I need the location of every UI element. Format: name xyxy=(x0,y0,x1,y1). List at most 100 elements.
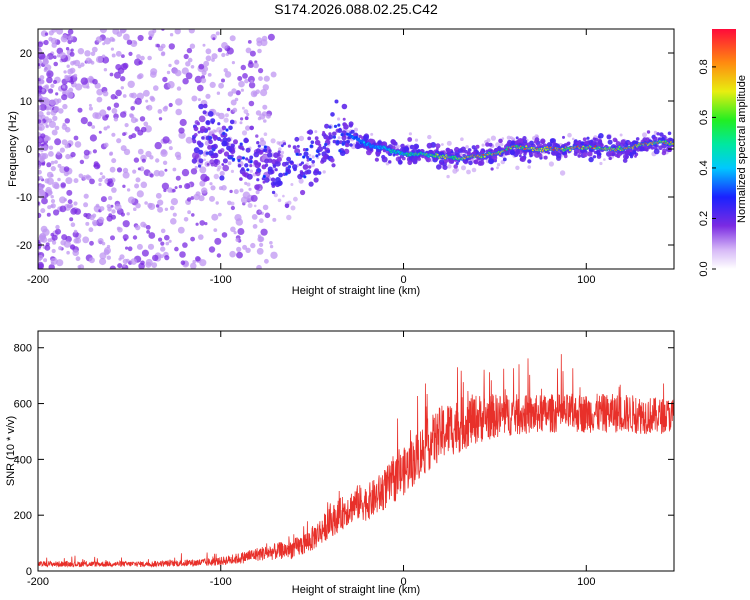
spectrogram-point xyxy=(305,148,309,151)
spectrogram-point xyxy=(50,109,57,116)
spectrogram-point xyxy=(78,173,84,179)
spectrogram-point xyxy=(45,186,52,194)
spectrogram-point xyxy=(178,131,186,139)
snr-axes: -200 -100 0 100 0 200 400 600 800 xyxy=(14,331,674,588)
spectrogram-point xyxy=(83,193,89,199)
spectrogram-point xyxy=(218,186,223,191)
spectrogram-point xyxy=(253,204,257,208)
spectrogram-point xyxy=(62,34,68,40)
spectrogram-point xyxy=(75,83,83,91)
spectrogram-point xyxy=(485,142,490,147)
spectrogram-point xyxy=(160,241,165,246)
spectrogram-point xyxy=(586,136,590,140)
spectrogram-point xyxy=(226,107,231,112)
spectrogram-point xyxy=(204,222,208,226)
spectrogram-point xyxy=(101,175,106,180)
spectrogram-point xyxy=(222,164,229,172)
spectrogram-point xyxy=(260,89,268,97)
spectrogram-point xyxy=(132,235,138,240)
spectrogram-point xyxy=(152,29,157,33)
spectrogram-point xyxy=(646,130,651,134)
spectrogram-point xyxy=(148,232,156,239)
spectrogram-point xyxy=(302,155,305,159)
spectrogram-point xyxy=(267,152,273,158)
spectrogram-point xyxy=(61,139,68,146)
spectrogram-point xyxy=(48,264,55,269)
spectrogram-point xyxy=(582,137,587,142)
spectrogram-point xyxy=(332,139,337,144)
spectrogram-point xyxy=(417,157,421,161)
spectrogram-point xyxy=(382,142,386,146)
spectrogram-ytick-label: -10 xyxy=(16,192,32,204)
spectrogram-point xyxy=(91,46,98,53)
spectrogram-point xyxy=(225,128,229,132)
spectrogram-point xyxy=(445,147,451,153)
spectrogram-point xyxy=(254,184,260,190)
spectrogram-point xyxy=(111,209,116,214)
spectrogram-point xyxy=(40,149,44,153)
spectrogram-point xyxy=(83,212,88,218)
spectrogram-point xyxy=(257,144,261,148)
spectrogram-point xyxy=(182,242,188,248)
spectrogram-point xyxy=(122,94,127,98)
spectrogram-point xyxy=(70,151,76,158)
spectrogram-point xyxy=(592,155,597,159)
spectrogram-point xyxy=(178,184,183,189)
colorbar-tick-label: 0.6 xyxy=(698,110,710,125)
spectrogram-point xyxy=(102,90,109,97)
spectrogram-point xyxy=(496,166,499,170)
spectrogram-point xyxy=(204,176,210,182)
spectrogram-point xyxy=(302,164,309,170)
spectrogram-point xyxy=(98,182,102,187)
spectrogram-point xyxy=(441,143,444,146)
spectrogram-point xyxy=(256,247,264,255)
spectrogram-point xyxy=(191,213,195,217)
spectrogram-point xyxy=(96,96,103,103)
spectrogram-point xyxy=(115,64,122,71)
spectrogram-point xyxy=(213,138,217,141)
spectrogram-point xyxy=(219,175,225,181)
spectrogram-point xyxy=(192,139,197,144)
snr-ytick-label: 0 xyxy=(26,566,32,578)
spectrogram-point xyxy=(73,135,79,141)
spectrogram-point xyxy=(240,117,244,121)
spectrogram-point xyxy=(481,143,485,147)
spectrogram-point xyxy=(219,170,225,177)
spectrogram-point xyxy=(66,189,73,196)
spectrogram-point xyxy=(240,88,244,92)
spectrogram-point xyxy=(211,53,218,60)
spectrogram-point xyxy=(533,140,538,144)
spectrogram-point xyxy=(235,218,243,226)
spectrogram-point xyxy=(206,152,209,155)
spectrogram-point xyxy=(217,149,223,155)
spectrogram-point xyxy=(189,43,196,49)
spectrogram-point xyxy=(106,244,111,249)
spectrogram-point xyxy=(170,198,178,206)
spectrogram-point xyxy=(47,238,52,243)
spectrogram-point xyxy=(569,149,572,152)
spectrogram-point xyxy=(56,151,61,156)
spectrogram-point xyxy=(334,125,337,128)
spectrogram-point xyxy=(95,203,100,208)
spectrogram-point xyxy=(555,152,562,159)
spectrogram-point xyxy=(190,236,196,242)
spectrogram-point xyxy=(500,143,504,147)
spectrogram-point xyxy=(198,103,204,110)
spectrogram-point xyxy=(135,177,141,183)
spectrogram-point xyxy=(59,52,66,59)
spectrogram-point xyxy=(50,195,54,199)
spectrogram-point xyxy=(230,156,233,159)
spectrogram-point xyxy=(52,240,57,245)
spectrogram-point xyxy=(256,40,263,47)
spectrogram-point xyxy=(129,113,134,118)
spectrogram-point xyxy=(175,98,183,106)
spectrogram-point xyxy=(47,118,53,123)
spectrogram-point xyxy=(490,167,494,171)
spectrogram-point xyxy=(38,142,42,147)
spectrogram-point xyxy=(52,115,58,122)
spectrogram-point xyxy=(87,121,93,127)
spectrogram-point xyxy=(527,165,531,169)
colorbar-tick-label: 0.8 xyxy=(698,59,710,74)
spectrogram-point xyxy=(270,177,276,182)
spectrogram-point xyxy=(183,53,189,60)
